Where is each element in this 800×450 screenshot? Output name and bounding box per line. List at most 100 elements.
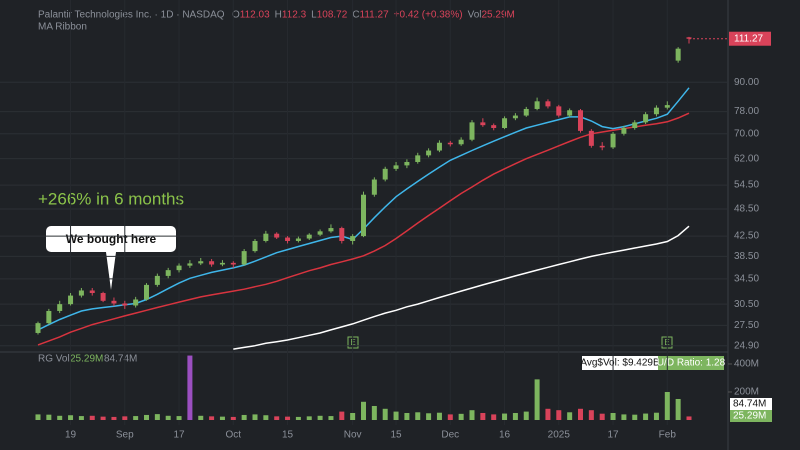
candle-body [209, 261, 215, 265]
candle-body [154, 275, 160, 285]
callout-pointer [106, 252, 116, 290]
volume-bar [317, 415, 323, 420]
candle-body [198, 261, 204, 264]
volume-tick-label: 400M [734, 359, 759, 370]
header-value: 108.72 [317, 10, 348, 21]
candle-body [46, 310, 52, 324]
header-value: 112.3 [282, 10, 307, 21]
candle-body [447, 142, 453, 145]
y-tick-label: 34.50 [734, 274, 759, 285]
candle-body [35, 323, 41, 333]
volume-bar [263, 415, 269, 420]
candle-body [491, 125, 497, 128]
candle-body [263, 233, 269, 241]
volume-bar [176, 416, 182, 420]
y-tick-label: 38.50 [734, 251, 759, 262]
header-value: O [232, 10, 240, 21]
volume-bar [578, 408, 583, 420]
volume-bar [436, 412, 442, 420]
volume-bar [252, 414, 258, 420]
header-value: L [311, 10, 317, 21]
volume-bar [89, 415, 95, 420]
candle-body [404, 161, 410, 166]
candle-body [252, 240, 258, 252]
volume-bar [458, 413, 464, 420]
volume-bar [534, 379, 540, 420]
last-price-box [729, 31, 771, 46]
candle-body [165, 270, 171, 276]
candle-body [100, 293, 106, 301]
candle-body [57, 304, 63, 311]
volume-bar [122, 416, 128, 420]
volume-bar [111, 416, 117, 420]
volume-tick-label: 200M [734, 387, 759, 398]
volume-bar [361, 401, 366, 420]
candle-body [274, 233, 280, 238]
volume-bar [371, 405, 377, 420]
candle-body [285, 237, 291, 241]
y-tick-label: 62.00 [734, 153, 759, 164]
candle-body [339, 228, 345, 241]
candle-body [111, 300, 117, 304]
ud-ratio-box [658, 356, 724, 370]
candle-body [610, 133, 616, 148]
x-tick-label: Dec [441, 430, 459, 441]
candle-body [588, 130, 594, 146]
candle-body [295, 238, 301, 241]
y-tick-label: 90.00 [734, 77, 759, 88]
candle-body [578, 110, 583, 131]
candle-body [599, 145, 605, 148]
volume-bar [653, 412, 659, 420]
candle-body [523, 108, 529, 116]
ma-line [37, 112, 690, 346]
volume-bar [241, 414, 247, 420]
header-value: +0.42 (+0.38%) [394, 10, 463, 21]
x-tick-label: 16 [499, 430, 511, 441]
candle-body [469, 122, 475, 140]
volume-bar [295, 416, 301, 420]
x-tick-label: Nov [344, 430, 362, 441]
volume-bar [100, 416, 106, 420]
x-tick-label: 17 [173, 430, 185, 441]
header-value: 111.27 [360, 10, 390, 21]
symbol: Palantir Technologies Inc. · 1D · NASDAQ [38, 10, 225, 21]
y-tick-label: 42.50 [734, 231, 759, 242]
candle-body [480, 122, 486, 126]
x-tick-label: 17 [607, 430, 619, 441]
volume-bar [643, 413, 649, 420]
candle-body [426, 150, 432, 156]
candle-body [534, 101, 540, 109]
volume-bar [610, 412, 616, 420]
candle-body [556, 106, 562, 116]
ud-ratio: U/D Ratio: 1.28 [657, 358, 726, 369]
volume-bar [556, 410, 562, 420]
volume-bar [567, 412, 573, 420]
candle-body [306, 234, 312, 239]
x-tick-label: Feb [659, 430, 677, 441]
header-value: 112.03 [240, 10, 270, 21]
annotation: +266% in 6 months [38, 189, 184, 208]
volume-bar [198, 415, 204, 420]
candle-body [502, 118, 508, 128]
volume-bar [57, 415, 63, 420]
candle-body [393, 165, 399, 169]
volume-avg: 84.74M [104, 354, 137, 365]
volume-bar [230, 416, 236, 420]
volume-bar [686, 416, 692, 420]
candle-body [643, 114, 649, 123]
volume-bar [393, 411, 399, 420]
header-value: Vol [468, 10, 482, 21]
volume-bar [545, 408, 551, 420]
candle-body [567, 110, 573, 116]
candle-body [241, 251, 247, 265]
candle-body [512, 115, 518, 119]
x-tick-label: 15 [282, 430, 294, 441]
candle-body [176, 265, 182, 271]
candle-body [144, 284, 149, 300]
candle-body [371, 179, 377, 195]
x-tick-label: 15 [390, 430, 402, 441]
candle-body [133, 299, 139, 306]
volume-bar [78, 416, 84, 420]
candle-body [436, 142, 442, 151]
last-volume-box [730, 410, 772, 422]
